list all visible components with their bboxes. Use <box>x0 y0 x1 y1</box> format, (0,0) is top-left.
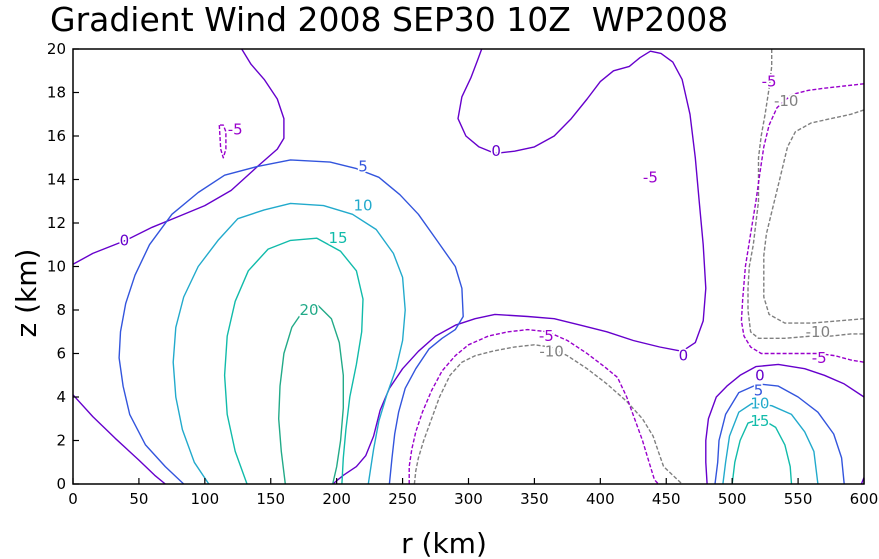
contour-label-0-3: 0 <box>755 366 765 384</box>
contour-label-0-0: 0 <box>120 231 130 249</box>
x-tick-label-550: 550 <box>784 490 813 508</box>
x-tick-label-350: 350 <box>520 490 549 508</box>
contour-label-10-1: 10 <box>750 395 769 413</box>
y-tick-label-14: 14 <box>47 171 66 189</box>
contour-label-0-2: 0 <box>679 347 689 365</box>
contour-line-0-0 <box>72 48 285 265</box>
y-axis: 0 2 4 6 8 10 12 14 16 18 20 <box>47 40 79 493</box>
chart-title: Gradient Wind 2008 SEP30 10Z WP2008 <box>50 0 728 39</box>
contour-line-5-1 <box>714 383 845 485</box>
contour-label-neg10-1: -10 <box>806 323 831 341</box>
x-tick-label-150: 150 <box>256 490 285 508</box>
y-tick-label-8: 8 <box>56 301 66 319</box>
contour-line-0-2 <box>332 48 707 485</box>
x-tick-label-50: 50 <box>129 490 148 508</box>
contour-line-5-0 <box>118 159 464 485</box>
y-tick-label-4: 4 <box>56 388 66 406</box>
contour-line-15-1 <box>731 418 793 485</box>
contour-label-neg10-0: -10 <box>774 92 799 110</box>
contour-label-20-0: 20 <box>299 301 318 319</box>
contour-label-neg5-4: -5 <box>643 168 658 186</box>
x-tick-label-600: 600 <box>850 490 879 508</box>
x-axis: 0 50 100 150 200 250 300 350 400 450 500 550 600 <box>68 478 878 508</box>
y-tick-label-10: 10 <box>47 258 66 276</box>
contour-line-neg10-2 <box>413 344 683 485</box>
contour-label-neg5-3: -5 <box>228 121 243 139</box>
contour-line-20-0 <box>278 304 344 485</box>
contour-label-0-1: 0 <box>491 142 501 160</box>
contour-lines <box>72 48 865 485</box>
contour-label-5-1: 5 <box>754 382 764 400</box>
contour-line-neg5-1 <box>408 328 659 485</box>
x-tick-label-500: 500 <box>718 490 747 508</box>
contour-line-neg5-0 <box>740 83 865 363</box>
x-tick-label-250: 250 <box>388 490 417 508</box>
x-tick-label-0: 0 <box>68 490 78 508</box>
contour-line-neg5-2 <box>218 124 227 159</box>
x-tick-label-400: 400 <box>586 490 615 508</box>
y-tick-label-20: 20 <box>47 40 66 58</box>
y-axis-label: z (km) <box>10 249 43 338</box>
y-tick-label-16: 16 <box>47 127 66 145</box>
contour-line-0-1 <box>72 394 166 485</box>
y-tick-label-0: 0 <box>56 475 66 493</box>
y-tick-label-2: 2 <box>56 432 66 450</box>
contour-line-neg10-0 <box>747 49 864 339</box>
contour-label-neg5-1: -5 <box>812 349 827 367</box>
x-tick-label-300: 300 <box>454 490 483 508</box>
contour-line-15-0 <box>223 237 364 485</box>
y-tick-label-6: 6 <box>56 345 66 363</box>
contour-label-10-0: 10 <box>353 197 372 215</box>
x-tick-label-200: 200 <box>322 490 351 508</box>
contour-label-5-0: 5 <box>358 157 368 175</box>
contour-line-neg10-1 <box>763 109 865 324</box>
x-axis-label: r (km) <box>401 527 487 559</box>
x-tick-label-450: 450 <box>652 490 681 508</box>
contour-label-neg10-2: -10 <box>539 342 564 360</box>
x-tick-label-100: 100 <box>191 490 220 508</box>
contour-label-neg5-0: -5 <box>762 73 777 91</box>
contour-label-neg5-2: -5 <box>539 327 554 345</box>
contour-label-15-1: 15 <box>750 412 769 430</box>
contour-line-0-3 <box>705 363 865 485</box>
y-tick-label-18: 18 <box>47 84 66 102</box>
contour-line-10-0 <box>172 202 406 485</box>
y-tick-label-12: 12 <box>47 214 66 232</box>
contour-line-10-1 <box>722 402 819 485</box>
contour-label-15-0: 15 <box>328 229 347 247</box>
